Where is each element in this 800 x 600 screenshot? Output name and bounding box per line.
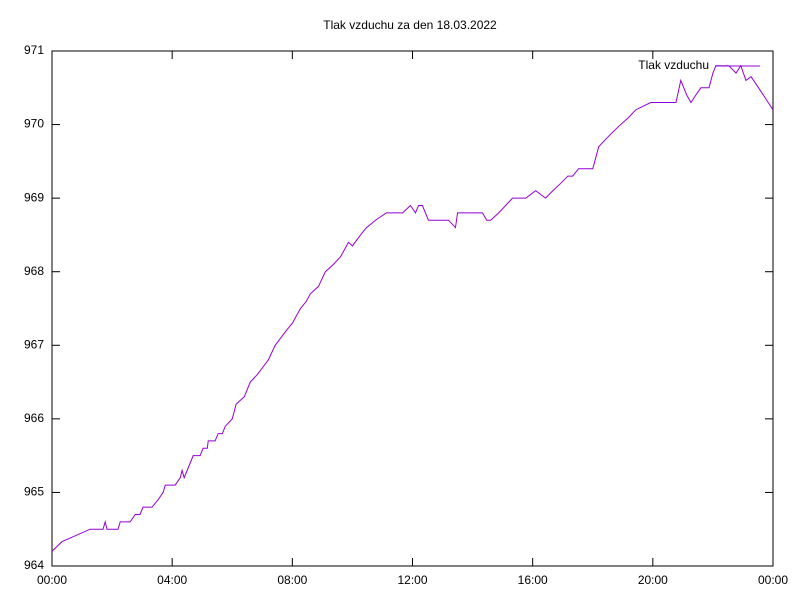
- x-tick-label: 16:00: [518, 573, 548, 587]
- y-tick-label: 969: [24, 190, 44, 204]
- x-tick-label: 08:00: [277, 573, 307, 587]
- x-tick-label: 04:00: [157, 573, 187, 587]
- x-tick-label: 00:00: [37, 573, 67, 587]
- data-line: [51, 64, 774, 552]
- y-tick-label: 966: [24, 411, 44, 425]
- y-tick-label: 965: [24, 485, 44, 499]
- y-tick-label: 968: [24, 264, 44, 278]
- x-tick-label: 00:00: [758, 573, 788, 587]
- y-tick-label: 964: [24, 558, 44, 572]
- legend-label: Tlak vzduchu: [638, 58, 709, 72]
- y-tick-label: 970: [24, 117, 44, 131]
- y-tick-label: 971: [24, 43, 44, 57]
- chart-title: Tlak vzduchu za den 18.03.2022: [323, 18, 497, 32]
- x-tick-label: 20:00: [638, 573, 668, 587]
- y-tick-label: 967: [24, 337, 44, 351]
- x-tick-label: 12:00: [397, 573, 427, 587]
